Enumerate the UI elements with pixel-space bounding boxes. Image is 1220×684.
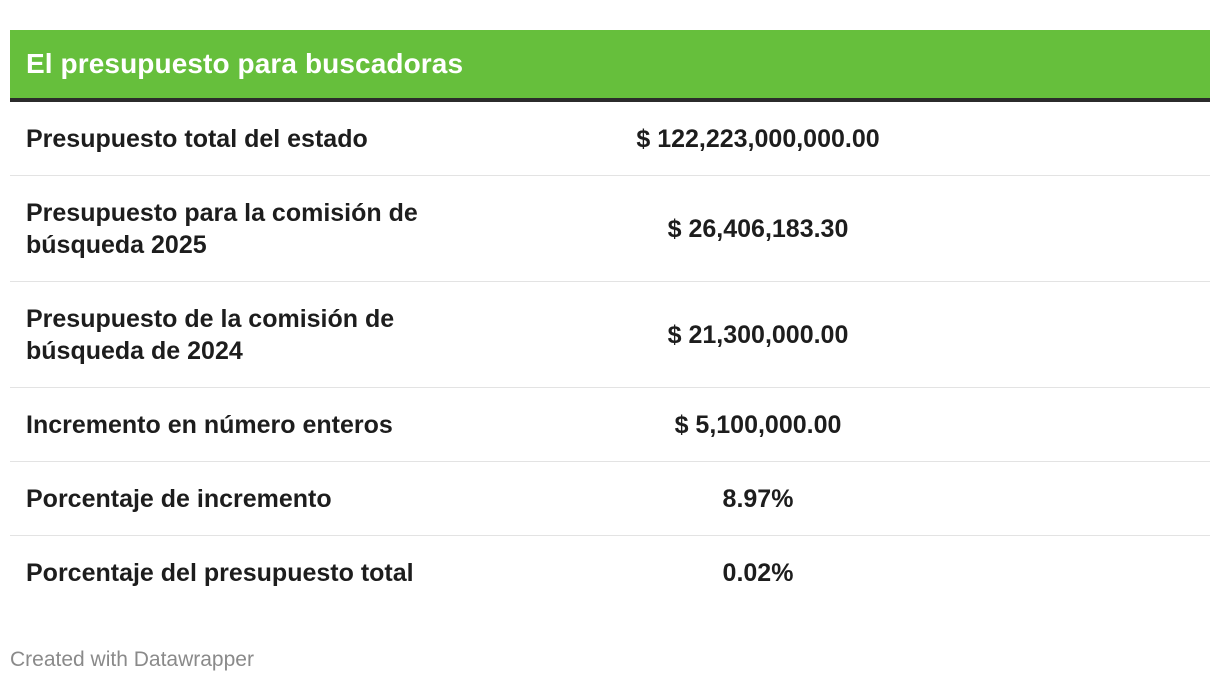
row-label: Incremento en número enteros: [26, 410, 393, 439]
row-value: $ 21,300,000.00: [667, 320, 849, 349]
row-label: Presupuesto total del estado: [26, 124, 368, 153]
table-row: Presupuesto de la comisión de búsqueda d…: [10, 282, 1210, 388]
datawrapper-credit: Created with Datawrapper: [10, 648, 254, 671]
table-row: Porcentaje del presupuesto total 0.02%: [10, 536, 1210, 610]
data-table: El presupuesto para buscadoras Presupues…: [10, 30, 1210, 610]
row-label: Presupuesto de la comisión de búsqueda d…: [26, 304, 395, 365]
table-header: El presupuesto para buscadoras: [10, 30, 1210, 102]
row-value: $ 26,406,183.30: [667, 214, 849, 243]
table-body: Presupuesto total del estado $ 122,223,0…: [10, 102, 1210, 610]
table-row: Presupuesto para la comisión de búsqueda…: [10, 176, 1210, 282]
row-label: Presupuesto para la comisión de búsqueda…: [26, 198, 418, 259]
row-value: 8.97%: [722, 484, 794, 513]
row-value: $ 122,223,000,000.00: [636, 124, 880, 153]
row-label: Porcentaje de incremento: [26, 484, 332, 513]
row-value: 0.02%: [722, 559, 794, 587]
table-row: Porcentaje de incremento 8.97%: [10, 462, 1210, 536]
row-value: $ 5,100,000.00: [674, 410, 842, 439]
table-row: Incremento en número enteros $ 5,100,000…: [10, 388, 1210, 462]
table-row: Presupuesto total del estado $ 122,223,0…: [10, 102, 1210, 176]
table-title: El presupuesto para buscadoras: [26, 48, 464, 79]
row-label: Porcentaje del presupuesto total: [26, 559, 414, 587]
